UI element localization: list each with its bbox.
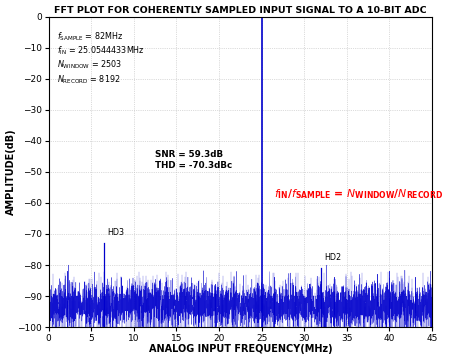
Text: HD2: HD2 [324,253,341,262]
Text: HD3: HD3 [107,228,124,237]
Text: $N_{\mathregular{RECORD}}$ = 8192: $N_{\mathregular{RECORD}}$ = 8192 [57,73,120,86]
Text: $f_{\mathregular{IN}}$/$f_{\mathregular{SAMPLE}}$ = $N_{\mathregular{WINDOW}}$/$: $f_{\mathregular{IN}}$/$f_{\mathregular{… [274,188,442,201]
Text: $f_{\mathregular{SAMPLE}}$ = 82MHz: $f_{\mathregular{SAMPLE}}$ = 82MHz [57,31,123,43]
Text: SNR = 59.3dB
THD = -70.3dBc: SNR = 59.3dB THD = -70.3dBc [155,150,232,170]
Title: FFT PLOT FOR COHERENTLY SAMPLED INPUT SIGNAL TO A 10-BIT ADC: FFT PLOT FOR COHERENTLY SAMPLED INPUT SI… [54,5,425,14]
Text: $N_{\mathregular{WINDOW}}$ = 2503: $N_{\mathregular{WINDOW}}$ = 2503 [57,59,122,71]
Y-axis label: AMPLITUDE(dB): AMPLITUDE(dB) [6,129,16,215]
Text: $f_{\mathregular{IN}}$ = 25.0544433MHz: $f_{\mathregular{IN}}$ = 25.0544433MHz [57,44,145,57]
X-axis label: ANALOG INPUT FREQUENCY(MHz): ANALOG INPUT FREQUENCY(MHz) [148,345,331,355]
